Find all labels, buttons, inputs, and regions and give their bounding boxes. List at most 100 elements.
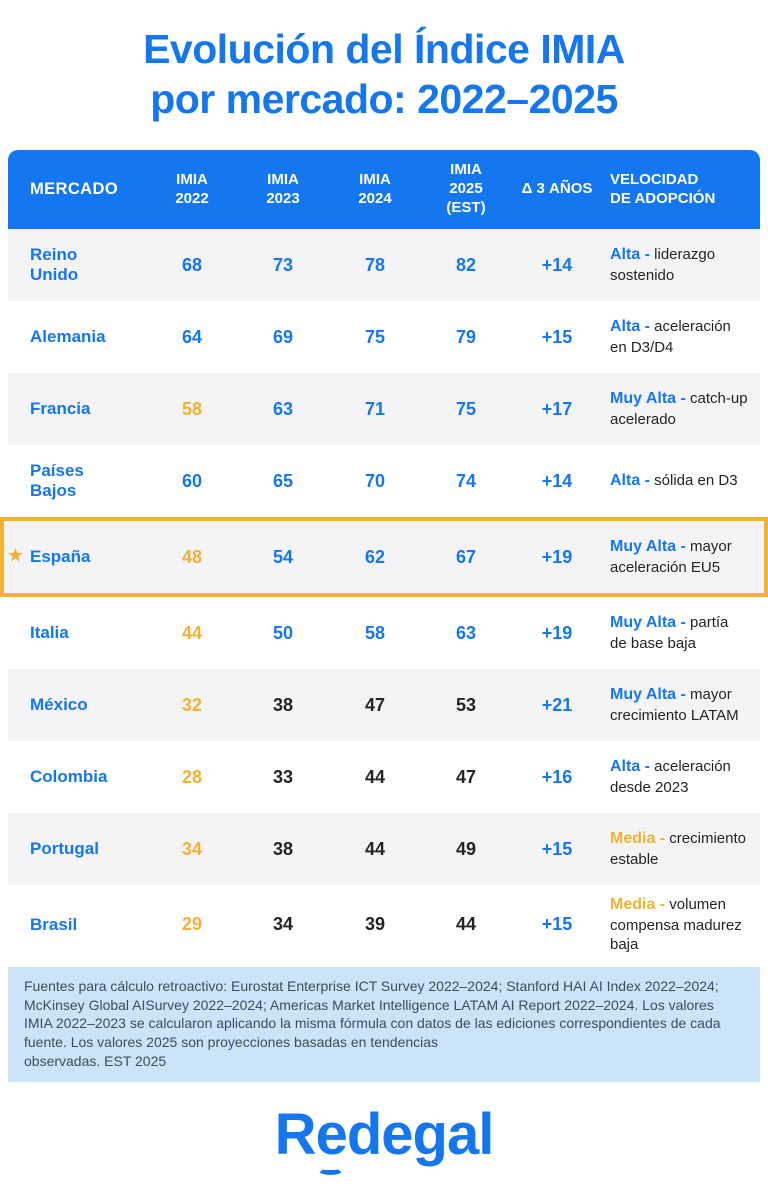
velocity-cell: Media - volumen compensa madurez baja bbox=[602, 885, 760, 965]
imia-2022-value: 48 bbox=[181, 546, 203, 567]
imia-2025-value: 67 bbox=[455, 546, 477, 567]
imia-2023-value: 54 bbox=[272, 546, 294, 567]
source-note: Fuentes para cálculo retroactivo: Eurost… bbox=[8, 966, 760, 1082]
imia-2024-value: 78 bbox=[364, 254, 386, 275]
imia-2023-value: 65 bbox=[272, 470, 294, 491]
velocity-cell: Alta - aceleración desde 2023 bbox=[602, 747, 760, 807]
delta-3y-value: +19 bbox=[541, 546, 573, 567]
velocity-desc: crecimiento estable bbox=[610, 829, 746, 868]
imia-2023-value: 33 bbox=[272, 766, 294, 787]
market-cell: Países Bajos bbox=[8, 461, 148, 502]
imia-2025-value: 44 bbox=[455, 914, 477, 935]
logo-letter-r: R bbox=[274, 1101, 317, 1167]
col-header-imia-2025: IMIA 2025 (EST) bbox=[446, 161, 486, 216]
velocity-level: Muy Alta - bbox=[610, 537, 686, 555]
delta-3y-value: +17 bbox=[541, 398, 573, 419]
velocity-desc: aceleración en D3/D4 bbox=[610, 317, 731, 356]
imia-2022-value: 68 bbox=[181, 254, 203, 275]
imia-2023-value: 63 bbox=[272, 398, 294, 419]
imia-2024-value: 44 bbox=[364, 838, 386, 859]
col-header-mercado: MERCADO bbox=[30, 180, 119, 199]
velocity-level: Muy Alta - bbox=[610, 685, 686, 703]
table-row: ★ España 48 54 62 67 +19 Muy Alta - mayo… bbox=[0, 517, 768, 598]
velocity-desc: aceleración desde 2023 bbox=[610, 757, 731, 796]
market-name: Brasil bbox=[30, 914, 78, 934]
table-row: México 32 38 47 53 +21 Muy Alta - mayor … bbox=[8, 669, 760, 742]
table-row: Colombia 28 33 44 47 +16 Alta - acelerac… bbox=[8, 741, 760, 814]
imia-2022-value: 29 bbox=[181, 914, 203, 935]
velocity-desc: catch-up acelerado bbox=[610, 389, 748, 428]
imia-table: MERCADO IMIA 2022 IMIA 2023 IMIA 2024 IM… bbox=[0, 150, 768, 965]
market-cell: México bbox=[8, 695, 148, 715]
logo-rest: degal bbox=[346, 1101, 494, 1167]
imia-2024-value: 58 bbox=[364, 622, 386, 643]
velocity-desc: sólida en D3 bbox=[650, 471, 738, 489]
velocity-desc: mayor aceleración EU5 bbox=[610, 537, 732, 576]
velocity-cell: Muy Alta - partía de base baja bbox=[602, 603, 760, 663]
imia-2023-value: 38 bbox=[272, 694, 294, 715]
delta-3y-value: +16 bbox=[541, 766, 573, 787]
imia-2025-value: 75 bbox=[455, 398, 477, 419]
market-cell: Reino Unido bbox=[8, 245, 148, 286]
velocity-cell: Muy Alta - catch-up acelerado bbox=[602, 379, 760, 439]
market-name: Países Bajos bbox=[30, 460, 84, 501]
velocity-desc: mayor crecimiento LATAM bbox=[610, 685, 739, 724]
imia-2022-value: 34 bbox=[181, 838, 203, 859]
velocity-level: Media - bbox=[610, 829, 666, 847]
imia-2024-value: 62 bbox=[364, 546, 386, 567]
redegal-logo: Re degal bbox=[0, 1101, 768, 1175]
table-body: Reino Unido 68 73 78 82 +14 Alta - lider… bbox=[0, 229, 768, 965]
velocity-level: Alta - bbox=[610, 471, 650, 489]
velocity-level: Alta - bbox=[610, 245, 650, 263]
imia-2024-value: 39 bbox=[364, 914, 386, 935]
imia-2025-value: 47 bbox=[455, 766, 477, 787]
imia-2023-value: 38 bbox=[272, 838, 294, 859]
velocity-desc: volumen compensa madurez baja bbox=[610, 896, 742, 954]
delta-3y-value: +21 bbox=[541, 694, 573, 715]
imia-2024-value: 75 bbox=[364, 326, 386, 347]
imia-2022-value: 60 bbox=[181, 470, 203, 491]
market-cell: Brasil bbox=[8, 915, 148, 935]
imia-2023-value: 34 bbox=[272, 914, 294, 935]
table-row: Brasil 29 34 39 44 +15 Media - volumen c… bbox=[8, 885, 760, 965]
imia-2025-value: 63 bbox=[455, 622, 477, 643]
page-title-line1: Evolución del Índice IMIA bbox=[143, 26, 625, 72]
market-name: Francia bbox=[30, 398, 91, 418]
col-header-imia-2023: IMIA 2023 bbox=[266, 170, 300, 207]
market-cell: Colombia bbox=[8, 767, 148, 787]
delta-3y-value: +14 bbox=[541, 254, 573, 275]
table-row: Italia 44 50 58 63 +19 Muy Alta - partía… bbox=[8, 597, 760, 670]
market-cell: Francia bbox=[8, 399, 148, 419]
delta-3y-value: +19 bbox=[541, 622, 573, 643]
imia-2024-value: 44 bbox=[364, 766, 386, 787]
col-header-velocidad: VELOCIDAD DE ADOPCIÓN bbox=[610, 170, 716, 207]
table-header-row: MERCADO IMIA 2022 IMIA 2023 IMIA 2024 IM… bbox=[8, 150, 760, 230]
imia-2025-value: 79 bbox=[455, 326, 477, 347]
table-row: Reino Unido 68 73 78 82 +14 Alta - lider… bbox=[8, 229, 760, 302]
velocity-desc: partía de base baja bbox=[610, 613, 729, 652]
page-title: Evolución del Índice IMIA por mercado: 2… bbox=[8, 24, 760, 124]
col-header-imia-2022: IMIA 2022 bbox=[175, 170, 209, 207]
market-cell: Alemania bbox=[8, 327, 148, 347]
velocity-level: Alta - bbox=[610, 317, 650, 335]
table-row: Países Bajos 60 65 70 74 +14 Alta - sóli… bbox=[8, 445, 760, 518]
delta-3y-value: +14 bbox=[541, 470, 573, 491]
imia-2023-value: 73 bbox=[272, 254, 294, 275]
velocity-cell: Muy Alta - mayor aceleración EU5 bbox=[602, 527, 760, 587]
market-cell: ★ España bbox=[7, 545, 148, 567]
velocity-level: Muy Alta - bbox=[610, 389, 686, 407]
market-name: Colombia bbox=[30, 766, 108, 786]
delta-3y-value: +15 bbox=[541, 838, 573, 859]
star-icon: ★ bbox=[7, 545, 25, 567]
market-cell: Italia bbox=[8, 623, 148, 643]
imia-2022-value: 58 bbox=[181, 398, 203, 419]
logo-letter-e: e bbox=[316, 1105, 348, 1175]
market-name: Italia bbox=[30, 622, 69, 642]
velocity-level: Muy Alta - bbox=[610, 613, 686, 631]
imia-2022-value: 64 bbox=[181, 326, 203, 347]
velocity-cell: Alta - sólida en D3 bbox=[602, 461, 760, 502]
imia-2022-value: 28 bbox=[181, 766, 203, 787]
imia-2022-value: 44 bbox=[181, 622, 203, 643]
imia-2024-value: 47 bbox=[364, 694, 386, 715]
table-row: Francia 58 63 71 75 +17 Muy Alta - catch… bbox=[8, 373, 760, 446]
